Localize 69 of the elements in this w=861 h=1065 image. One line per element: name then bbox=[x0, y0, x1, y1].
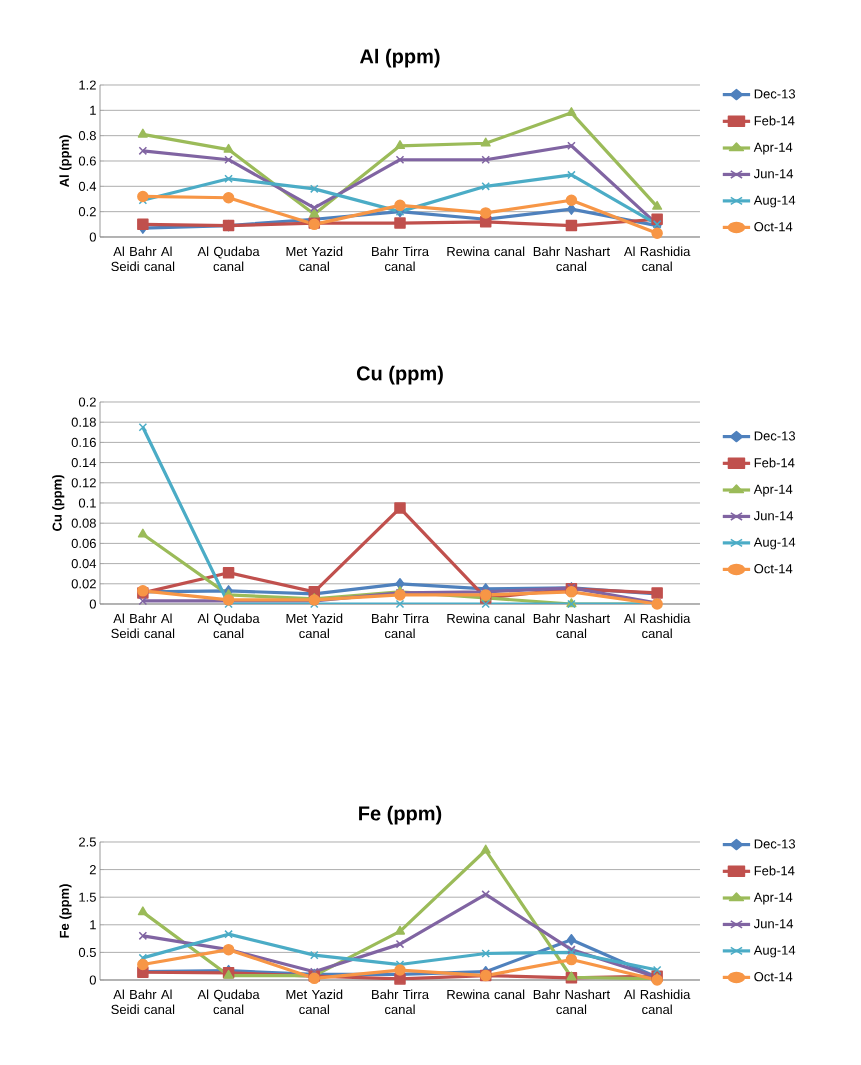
x-tick-label: Rewina canal bbox=[447, 246, 525, 257]
x-tick-label: Rewina canal bbox=[447, 989, 525, 1000]
y-tick-label: 1 bbox=[90, 105, 96, 115]
x-tick-label: Al Rashidia canal bbox=[623, 246, 691, 272]
y-axis-title: Cu (ppm) bbox=[52, 475, 65, 531]
legend-label: Aug-14 bbox=[753, 195, 796, 208]
chart-title: Fe (ppm) bbox=[359, 805, 442, 825]
legend-label: Jun-14 bbox=[753, 511, 794, 521]
x-tick-label: Bahr Tirra canal bbox=[372, 613, 430, 639]
x-tick-label: Bahr Nashart canal bbox=[533, 613, 610, 639]
y-tick-label: 0.08 bbox=[71, 518, 96, 528]
y-tick-label: 0.06 bbox=[71, 538, 96, 548]
y-tick-label: 0.04 bbox=[71, 558, 97, 569]
legend-label: Jun-14 bbox=[753, 919, 794, 929]
x-tick-label: Al Bahr Al Seidi canal bbox=[111, 246, 175, 272]
y-tick-label: 1.2 bbox=[79, 80, 96, 90]
x-tick-label: Al Bahr Al Seidi canal bbox=[111, 989, 175, 1015]
legend-label: Dec-13 bbox=[754, 89, 796, 99]
legend-label: Dec-13 bbox=[754, 839, 796, 849]
y-tick-label: 0.8 bbox=[78, 131, 96, 141]
x-tick-label: Bahr Tirra canal bbox=[372, 989, 430, 1015]
y-tick-label: 0.4 bbox=[78, 181, 97, 191]
y-tick-label: 0.18 bbox=[71, 417, 96, 427]
x-tick-label: Al Qudaba canal bbox=[197, 989, 260, 1015]
legend-label: Oct-14 bbox=[754, 972, 793, 982]
y-axis-title: Al (ppm) bbox=[59, 135, 72, 188]
y-tick-label: 0.16 bbox=[71, 437, 96, 447]
x-tick-label: Al Qudaba canal bbox=[197, 613, 260, 639]
legend-label: Apr-14 bbox=[753, 484, 793, 497]
legend-label: Feb-14 bbox=[754, 865, 795, 876]
x-tick-label: Bahr Nashart canal bbox=[533, 989, 610, 1015]
y-tick-label: 0.14 bbox=[71, 457, 97, 468]
x-tick-label: Met Yazid canal bbox=[286, 246, 343, 272]
x-tick-label: Al Rashidia canal bbox=[623, 613, 691, 639]
y-tick-label: 0 bbox=[89, 599, 96, 609]
legend-label: Aug-14 bbox=[753, 537, 796, 550]
chart-title: Al (ppm) bbox=[359, 48, 440, 68]
y-axis-title: Fe (ppm) bbox=[59, 884, 72, 938]
y-tick-label: 0.02 bbox=[71, 579, 96, 589]
legend-label: Feb-14 bbox=[754, 115, 795, 126]
x-tick-label: Met Yazid canal bbox=[286, 989, 343, 1015]
x-tick-label: Bahr Nashart canal bbox=[533, 246, 610, 272]
y-tick-label: 2 bbox=[89, 865, 96, 875]
legend-label: Aug-14 bbox=[753, 945, 796, 958]
y-tick-label: 0.5 bbox=[78, 947, 96, 957]
x-tick-label: Rewina canal bbox=[447, 613, 525, 624]
y-tick-label: 0.6 bbox=[78, 156, 96, 166]
legend-label: Apr-14 bbox=[753, 142, 793, 155]
y-tick-label: 0 bbox=[89, 232, 96, 242]
y-tick-label: 0.1 bbox=[78, 498, 96, 508]
legend-label: Dec-13 bbox=[754, 431, 796, 441]
chart-title: Cu (ppm) bbox=[356, 365, 443, 385]
x-tick-label: Met Yazid canal bbox=[286, 613, 343, 639]
y-tick-label: 1.5 bbox=[79, 892, 96, 902]
y-tick-label: 0 bbox=[89, 975, 96, 985]
legend-label: Jun-14 bbox=[753, 169, 794, 179]
y-tick-label: 0.12 bbox=[71, 478, 96, 488]
legend-label: Oct-14 bbox=[754, 222, 793, 232]
x-tick-label: Al Bahr Al Seidi canal bbox=[111, 613, 175, 639]
legend-label: Apr-14 bbox=[753, 892, 793, 905]
y-tick-label: 0.2 bbox=[78, 207, 96, 217]
y-tick-label: 1 bbox=[90, 920, 96, 930]
x-tick-label: Al Rashidia canal bbox=[623, 989, 691, 1015]
y-tick-label: 2.5 bbox=[79, 837, 96, 847]
x-tick-label: Al Qudaba canal bbox=[197, 246, 260, 272]
y-tick-label: 0.2 bbox=[78, 397, 96, 407]
legend-label: Feb-14 bbox=[754, 457, 795, 468]
x-tick-label: Bahr Tirra canal bbox=[372, 246, 430, 272]
legend-label: Oct-14 bbox=[754, 564, 793, 574]
